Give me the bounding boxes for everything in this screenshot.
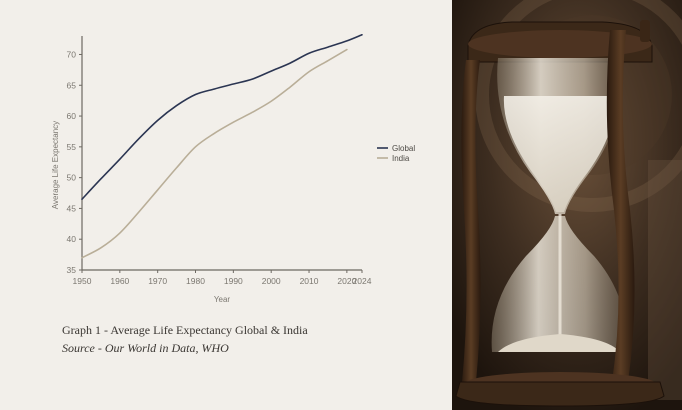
y-tick-label: 55	[67, 142, 77, 152]
y-tick-label: 65	[67, 80, 77, 90]
hourglass-photo	[452, 0, 682, 410]
y-tick-label: 45	[67, 203, 77, 213]
y-tick-label: 50	[67, 173, 77, 183]
y-axis-label: Average Life Expectancy	[51, 121, 60, 209]
x-tick-label: 2010	[300, 276, 319, 286]
x-tick-label: 2024	[353, 276, 372, 286]
life-expectancy-chart: 35 40 45 50 55 60 65 70 1950 1960 1970 1980 1990 2000…	[51, 33, 415, 304]
x-tick-label: 1960	[110, 276, 129, 286]
x-tick-label: 2000	[262, 276, 281, 286]
y-tick-label: 70	[67, 49, 77, 59]
x-tick-label: 1980	[186, 276, 205, 286]
y-tick-label: 60	[67, 111, 77, 121]
x-tick-label: 1990	[224, 276, 243, 286]
x-tick-label: 1950	[73, 276, 92, 286]
y-tick-label: 35	[67, 265, 77, 275]
hourglass-illustration	[452, 0, 682, 410]
x-tick-label: 1970	[148, 276, 167, 286]
chart-caption-source: Source - Our World in Data, WHO	[62, 341, 229, 355]
chart-panel: 35 40 45 50 55 60 65 70 1950 1960 1970 1980 1990 2000…	[51, 33, 416, 355]
x-axis-label: Year	[214, 295, 231, 304]
x-tick-label: 2020	[337, 276, 356, 286]
legend-label-india: India	[392, 154, 410, 163]
series-line-india	[81, 48, 348, 259]
y-tick-label: 40	[67, 234, 77, 244]
legend-label-global: Global	[392, 144, 415, 153]
series-line-global	[81, 33, 363, 200]
chart-caption-title: Graph 1 - Average Life Expectancy Global…	[62, 323, 308, 337]
